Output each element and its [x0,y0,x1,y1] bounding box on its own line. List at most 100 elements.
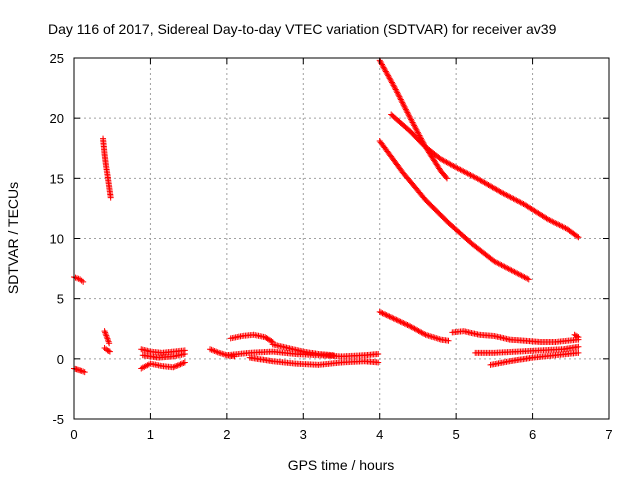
data-point [173,363,180,370]
data-point [396,93,403,100]
y-tick-label: 15 [50,171,64,186]
data-point [178,360,185,367]
data-point [176,361,183,368]
y-tick-label: 25 [50,51,64,66]
data-point [575,234,582,241]
series-arc-2c [269,341,337,359]
series-arc-5b [472,343,582,356]
data-point [177,361,184,368]
data-point [402,105,409,112]
data-point [393,316,400,323]
data-point [399,99,406,106]
x-tick-label: 2 [223,427,230,442]
series-arc-5d [571,331,582,341]
data-point [556,222,563,229]
data-point [170,364,177,371]
data-point [382,311,389,318]
data-point [394,89,401,96]
x-tick-label: 5 [453,427,460,442]
series-arc-early-high [71,274,87,285]
y-tick-label: 0 [57,352,64,367]
data-point [174,362,181,369]
y-tick-label: 10 [50,232,64,247]
data-point [404,109,411,116]
series-arc-4-decay [376,308,452,344]
data-point [401,103,408,110]
data-point [442,174,449,181]
data-point [544,216,551,223]
data-point [575,343,582,350]
data-point [379,310,386,317]
data-point [403,321,410,328]
data-point [445,337,452,344]
data-point [389,314,396,321]
data-point [390,315,397,322]
data-point [549,218,556,225]
data-point [547,217,554,224]
data-point [525,276,532,283]
data-point [405,110,412,117]
x-tick-label: 7 [605,427,612,442]
y-tick-label: 20 [50,111,64,126]
data-point [398,319,405,326]
data-point [107,194,114,201]
data-point [559,223,566,230]
series-arc-5a [449,328,582,345]
data-point [181,359,188,366]
data-point [180,360,187,367]
data-point [375,351,382,358]
x-tick-label: 6 [529,427,536,442]
data-point [553,220,560,227]
data-point [383,312,390,319]
data-point [397,96,404,103]
data-point [386,313,393,320]
y-tick-label: -5 [52,412,64,427]
data-point [106,340,113,347]
data-point [375,359,382,366]
series-arc-steep [100,135,114,201]
data-point [392,85,398,92]
x-axis-label: GPS time / hours [288,457,395,473]
data-point [558,222,565,229]
series-arc-4-lower [376,138,532,283]
data-point [181,351,188,358]
data-point [380,310,387,317]
data-point [376,308,383,315]
data-point [106,348,113,355]
data-point [387,314,394,321]
data-point [402,106,409,113]
data-point [105,348,112,355]
data-point [561,224,568,231]
series-arc-short-b [101,345,113,355]
data-point [394,317,401,324]
data-point [405,112,412,119]
data-point [401,320,408,327]
series-arc-1c [139,351,188,361]
data-point [392,316,398,323]
data-point [575,349,582,356]
x-tick-label: 1 [147,427,154,442]
x-tick-label: 3 [300,427,307,442]
series-arc-4-mid [388,111,582,241]
data-point [378,309,385,316]
data-point [396,318,403,325]
data-point [404,322,411,329]
x-tick-label: 0 [70,427,77,442]
data-point [400,102,407,109]
data-point [421,331,428,338]
data-point [385,312,392,319]
axis-ticks: 0 1 2 3 4 5 6 7 -5 0 5 10 15 20 25 [50,51,613,442]
y-axis-label: SDTVAR / TECUs [5,182,21,294]
data-point [397,95,404,102]
x-tick-label: 4 [376,427,383,442]
y-tick-label: 5 [57,292,64,307]
data-points [71,57,582,376]
series-arc-2e [246,354,382,368]
chart-title: Day 116 of 2017, Sidereal Day-to-day VTE… [48,21,557,37]
data-point [405,322,412,329]
data-point [555,221,562,228]
data-point [403,108,410,115]
data-point [546,216,553,223]
series-arc-5c [487,349,582,368]
